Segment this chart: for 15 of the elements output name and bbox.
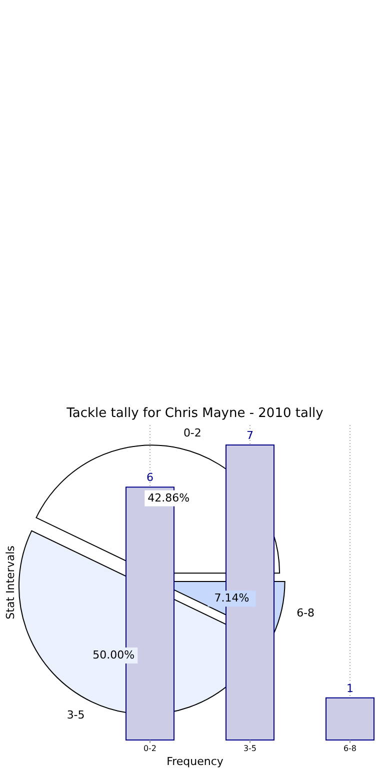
data-label: 1: [346, 682, 354, 695]
chart-title: Tackle tally for Chris Mayne - 2010 tally: [66, 406, 324, 421]
x-tick-label: 3-5: [243, 744, 257, 753]
y-axis-title: Stat Intervals: [4, 545, 17, 620]
data-label: 50.00%: [92, 648, 135, 662]
x-tick-label: 0-2: [143, 744, 157, 753]
slice-label: 0-2: [183, 426, 202, 440]
data-label: 7.14%: [214, 592, 250, 605]
x-axis-title: Frequency: [166, 755, 224, 768]
data-label: 42.86%: [148, 491, 190, 504]
data-label: 7: [246, 429, 254, 442]
slice-label: 6-8: [296, 606, 315, 620]
x-tick-label: 6-8: [343, 744, 357, 753]
data-label: 6: [146, 471, 154, 484]
slice-label: 3-5: [66, 708, 85, 722]
